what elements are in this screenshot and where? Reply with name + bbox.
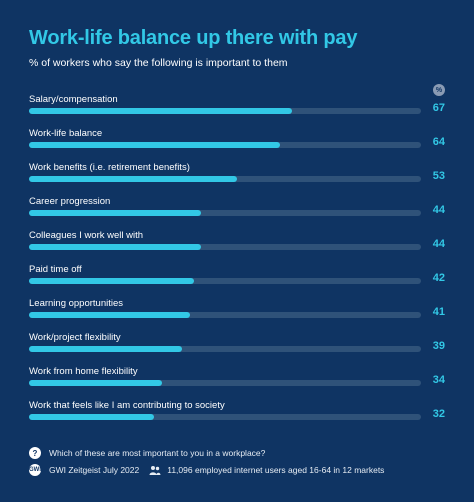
bar-label: Work from home flexibility [29, 366, 138, 377]
bar-label: Career progression [29, 196, 111, 207]
bar-label: Salary/compensation [29, 94, 118, 105]
bar-label: Work-life balance [29, 128, 103, 139]
bar-value-label: 41 [432, 306, 445, 318]
bar-label: Learning opportunities [29, 298, 124, 309]
bar-value-label: 32 [432, 408, 445, 420]
bar-value-label: 34 [432, 374, 445, 386]
bar-value-label: 53 [432, 170, 445, 182]
bar-chart: Salary/compensation 67 Work-life balance 64… [29, 94, 449, 420]
bar-track [29, 176, 421, 182]
bar-row: Work that feels like I am contributing t… [29, 400, 449, 434]
bar [29, 278, 194, 284]
bar-track [29, 142, 421, 148]
bar-value-label: 44 [432, 204, 445, 216]
bar-track [29, 244, 421, 250]
bar [29, 346, 182, 352]
bar-track [29, 278, 421, 284]
bar-row: Salary/compensation 67 [29, 94, 449, 128]
bar-value-label: 39 [432, 340, 445, 352]
percent-badge-icon: % [433, 84, 445, 96]
bar-row: Learning opportunities 41 [29, 298, 449, 332]
footer-source: GWI GWI Zeitgeist July 2022 11,096 emplo… [29, 464, 384, 476]
bar-row: Work from home flexibility 34 [29, 366, 449, 400]
bar-row: Work benefits (i.e. retirement benefits)… [29, 162, 449, 196]
bar [29, 414, 155, 420]
bar-track [29, 312, 421, 318]
bar-value-label: 64 [432, 136, 445, 148]
bar-row: Work-life balance 64 [29, 128, 449, 162]
bar-label: Paid time off [29, 264, 82, 275]
question-icon: ? [29, 447, 41, 459]
bar [29, 210, 202, 216]
bar-track [29, 108, 421, 114]
bar-row: Work/project flexibility 39 [29, 332, 449, 366]
bar-track [29, 210, 421, 216]
bar-value-label: 44 [432, 238, 445, 250]
bar [29, 108, 292, 114]
bar-value-label: 42 [432, 272, 445, 284]
footer-sample-text: 11,096 employed internet users aged 16-6… [167, 465, 385, 475]
footer-question: ? Which of these are most important to y… [29, 447, 265, 459]
bar-label: Work that feels like I am contributing t… [29, 400, 225, 411]
bar-label: Work benefits (i.e. retirement benefits) [29, 162, 190, 173]
bar-track [29, 414, 421, 420]
users-icon [149, 466, 161, 475]
chart-subtitle: % of workers who say the following is im… [29, 57, 288, 69]
bar-row: Paid time off 42 [29, 264, 449, 298]
bar [29, 312, 190, 318]
bar-value-label: 67 [432, 102, 445, 114]
chart-title: Work-life balance up there with pay [29, 27, 358, 49]
bar [29, 176, 237, 182]
bar-row: Career progression 44 [29, 196, 449, 230]
bar-label: Work/project flexibility [29, 332, 121, 343]
gwi-logo-icon: GWI [29, 464, 41, 476]
footer-source-text: GWI Zeitgeist July 2022 [49, 465, 140, 475]
bar-track [29, 380, 421, 386]
footer-question-text: Which of these are most important to you… [49, 448, 266, 458]
bar-label: Colleagues I work well with [29, 230, 144, 241]
bar [29, 380, 163, 386]
bar-track [29, 346, 421, 352]
bar [29, 244, 202, 250]
bar [29, 142, 280, 148]
bar-row: Colleagues I work well with 44 [29, 230, 449, 264]
